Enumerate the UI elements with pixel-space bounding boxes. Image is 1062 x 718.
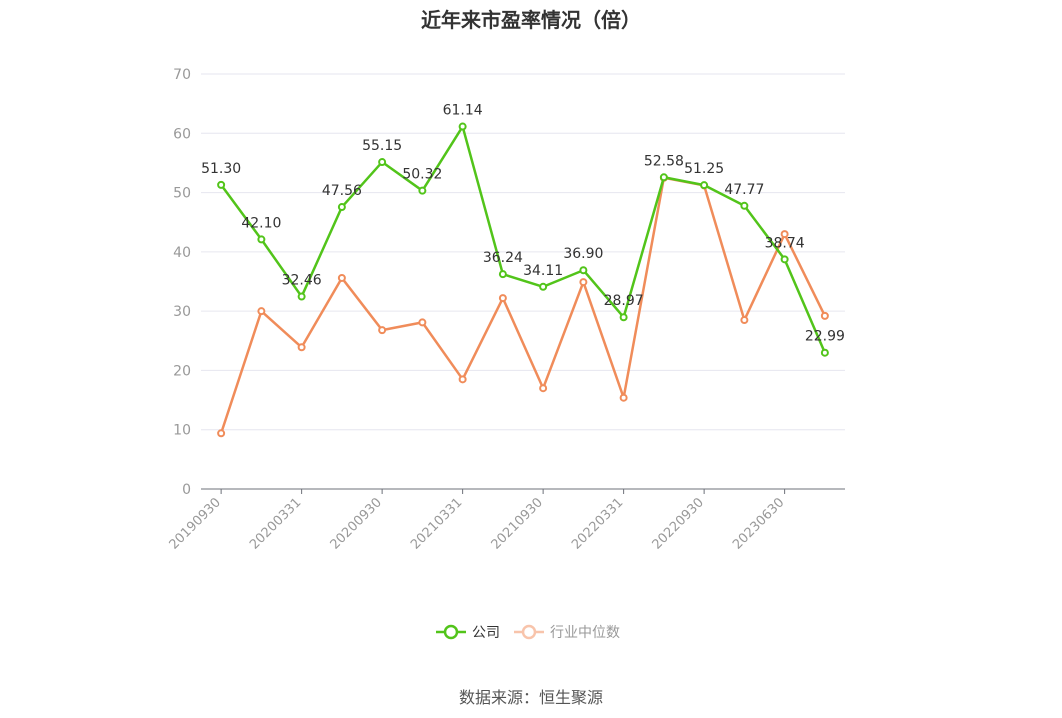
data-point-industry-median <box>337 273 346 282</box>
series-line-company <box>220 125 827 354</box>
data-point-company <box>700 181 709 190</box>
data-point-industry-median <box>378 326 387 335</box>
data-point-company <box>780 255 789 264</box>
x-tick-label: 20210930 <box>489 495 546 552</box>
y-tick-label: 20 <box>173 363 191 379</box>
data-point-industry-median <box>619 393 628 402</box>
x-tick-label: 20230630 <box>730 495 787 552</box>
data-point-industry-median <box>498 294 507 303</box>
x-tick-label: 20200930 <box>328 495 385 552</box>
legend-item-company[interactable]: 公司 <box>436 622 500 642</box>
data-label-company: 42.10 <box>241 215 281 231</box>
data-point-company <box>217 180 226 189</box>
data-point-company <box>740 201 749 210</box>
x-tick-label: 20200331 <box>247 495 304 552</box>
data-label-company: 34.11 <box>523 263 563 279</box>
data-point-company <box>498 270 507 279</box>
y-tick-label: 70 <box>173 67 191 83</box>
data-point-company <box>579 266 588 275</box>
y-tick-label: 50 <box>173 186 191 202</box>
data-point-company <box>659 173 668 182</box>
y-tick-label: 60 <box>173 126 191 142</box>
data-label-company: 38.74 <box>765 235 805 251</box>
x-tick-label: 20220930 <box>650 495 707 552</box>
data-label-company: 51.25 <box>684 161 724 177</box>
data-label-company: 47.56 <box>322 183 362 199</box>
y-tick-label: 0 <box>182 482 191 498</box>
data-point-company <box>378 158 387 167</box>
chart-title: 近年来市盈率情况（倍） <box>421 8 641 32</box>
data-label-company: 61.14 <box>443 103 483 119</box>
data-point-industry-median <box>257 307 266 316</box>
y-tick-label: 40 <box>173 245 191 261</box>
legend-item-industry-median[interactable]: 行业中位数 <box>514 622 620 642</box>
series-line-industry-median <box>219 176 826 434</box>
data-point-industry-median <box>539 384 548 393</box>
y-tick-label: 30 <box>173 304 191 320</box>
x-tick-label: 20190930 <box>167 495 224 552</box>
data-point-company <box>539 282 548 291</box>
data-point-industry-median <box>579 278 588 287</box>
data-point-industry-median <box>217 429 226 438</box>
data-point-company <box>297 292 306 301</box>
data-point-company <box>458 122 467 131</box>
data-point-industry-median <box>820 311 829 320</box>
legend-label-industry-median: 行业中位数 <box>550 625 620 641</box>
legend-label-company: 公司 <box>472 625 500 641</box>
data-source: 数据来源：恒生聚源 <box>458 688 603 707</box>
data-point-industry-median <box>297 343 306 352</box>
data-point-company <box>820 348 829 357</box>
data-label-company: 32.46 <box>282 273 322 289</box>
data-label-company: 22.99 <box>805 329 845 345</box>
legend-swatch-industry-median <box>514 624 544 640</box>
data-point-company <box>257 235 266 244</box>
data-point-industry-median <box>780 230 789 239</box>
y-tick-label: 10 <box>173 423 191 439</box>
data-label-company: 51.30 <box>201 161 241 177</box>
data-point-company <box>418 186 427 195</box>
data-label-company: 28.97 <box>604 293 644 309</box>
data-label-company: 47.77 <box>724 182 764 198</box>
data-point-company <box>619 313 628 322</box>
data-label-company: 55.15 <box>362 138 402 154</box>
data-label-company: 50.32 <box>402 167 442 183</box>
legend-swatch-company <box>436 624 466 640</box>
data-point-industry-median <box>458 375 467 384</box>
x-tick-label: 20210331 <box>408 495 465 552</box>
x-tick-label: 20220331 <box>569 495 626 552</box>
data-point-industry-median <box>740 316 749 325</box>
data-label-company: 36.90 <box>563 246 603 262</box>
legend: 公司 行业中位数 <box>436 622 634 642</box>
data-label-company: 52.58 <box>644 153 684 169</box>
data-label-company: 36.24 <box>483 250 523 266</box>
data-point-company <box>337 203 346 212</box>
data-point-industry-median <box>418 318 427 327</box>
